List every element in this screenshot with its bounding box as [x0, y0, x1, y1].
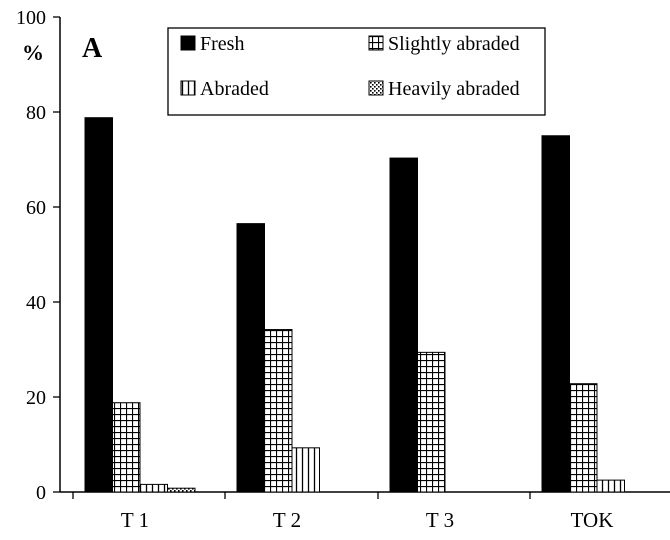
- bar-slightly-abraded-tok: [569, 383, 598, 493]
- bar-abraded-tok: [596, 479, 625, 493]
- legend-item-abraded: Abraded: [180, 78, 269, 100]
- bar-slightly-abraded-t-2: [264, 329, 293, 493]
- y-tick-label: 0: [36, 482, 46, 504]
- legend-item-heavily-abraded: Heavily abraded: [368, 78, 520, 100]
- bar-fresh-t-2: [236, 223, 265, 493]
- y-tick-label: 40: [26, 292, 46, 314]
- bar-heavily-abraded-t-1: [167, 487, 196, 493]
- x-axis-categories: T 1 T 2 T 3 TOK: [72, 492, 614, 532]
- x-category-label: T 1: [121, 508, 149, 532]
- bar-slightly-abraded-t-1: [112, 402, 141, 493]
- bars: [84, 117, 625, 493]
- bar-fresh-tok: [541, 135, 570, 493]
- bar-abraded-t-1: [139, 483, 168, 493]
- x-category-label: T 2: [273, 508, 301, 532]
- legend-box: [167, 27, 546, 116]
- legend-label: Slightly abraded: [388, 33, 520, 55]
- x-category-label: TOK: [571, 508, 614, 532]
- legend-swatch: [368, 80, 384, 96]
- legend-label: Abraded: [200, 78, 269, 100]
- legend-label: Heavily abraded: [388, 78, 520, 100]
- y-tick-label: 20: [26, 387, 46, 409]
- y-tick-label: 80: [26, 102, 46, 124]
- bar-abraded-t-2: [291, 447, 320, 493]
- legend-swatch: [368, 35, 384, 51]
- legend: Fresh Slightly abraded Abraded Heavily abra…: [167, 27, 546, 116]
- bar-fresh-t-3: [389, 157, 418, 493]
- y-tick-label: 60: [26, 197, 46, 219]
- legend-swatch: [180, 35, 196, 51]
- y-axis-unit-label: %: [22, 40, 44, 65]
- legend-swatch: [180, 80, 196, 96]
- panel-label: A: [82, 33, 103, 64]
- legend-item-slightly-abraded: Slightly abraded: [368, 33, 520, 55]
- legend-label: Fresh: [200, 33, 244, 55]
- legend-item-fresh: Fresh: [180, 33, 244, 55]
- bar-fresh-t-1: [84, 117, 113, 493]
- x-category-label: T 3: [426, 508, 454, 532]
- bar-slightly-abraded-t-3: [417, 351, 446, 493]
- y-axis-ticks: 0 20 40 60 80 100: [16, 7, 60, 504]
- y-tick-label: 100: [16, 7, 46, 29]
